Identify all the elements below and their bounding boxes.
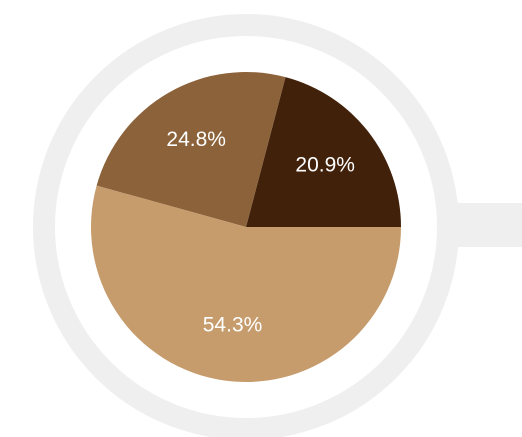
pie-slice-1 [246, 77, 401, 227]
pie-labels: 20.9% 24.8% 54.3% [166, 128, 355, 337]
pie-slice-label-1: 20.9% [295, 154, 355, 177]
pie-slice-2 [96, 72, 286, 227]
pie-slice-3 [90, 185, 401, 383]
mug-handle-shape [452, 203, 522, 247]
pie-slice-label-3: 54.3% [203, 314, 263, 337]
mug-ring-shape [33, 14, 459, 437]
pie-slices [90, 72, 401, 383]
pie-slice-label-2: 24.8% [166, 128, 226, 151]
